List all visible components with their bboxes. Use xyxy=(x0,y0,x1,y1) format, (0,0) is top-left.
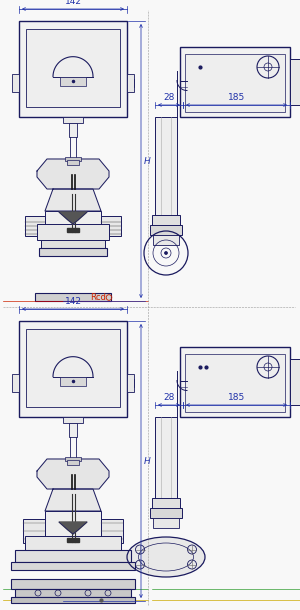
Bar xyxy=(185,354,285,412)
Bar xyxy=(67,460,79,465)
Bar xyxy=(25,536,121,550)
Bar xyxy=(12,374,19,392)
Bar xyxy=(63,417,83,423)
Bar xyxy=(127,374,134,392)
Polygon shape xyxy=(67,228,79,232)
Polygon shape xyxy=(59,212,87,224)
Bar xyxy=(155,417,177,500)
Polygon shape xyxy=(45,189,101,211)
Bar xyxy=(63,117,83,123)
Text: Rcd: Rcd xyxy=(90,293,106,303)
Circle shape xyxy=(164,251,167,254)
Bar xyxy=(15,589,131,597)
Ellipse shape xyxy=(127,537,205,577)
Bar xyxy=(45,511,101,550)
Bar xyxy=(150,508,182,518)
Bar xyxy=(60,377,86,386)
Text: 185: 185 xyxy=(228,393,245,402)
Bar xyxy=(155,117,177,217)
Polygon shape xyxy=(37,459,109,489)
Bar xyxy=(153,518,179,528)
Bar xyxy=(39,248,107,256)
Text: 142: 142 xyxy=(64,0,82,6)
Bar xyxy=(11,579,135,589)
Text: H: H xyxy=(144,456,151,465)
Text: 28: 28 xyxy=(163,93,175,102)
Bar xyxy=(152,215,180,227)
Polygon shape xyxy=(67,538,79,542)
Bar xyxy=(185,54,285,112)
Bar xyxy=(127,74,134,92)
Polygon shape xyxy=(45,489,101,511)
Bar xyxy=(69,423,77,437)
Bar xyxy=(19,321,127,417)
Text: H: H xyxy=(144,157,151,165)
Bar xyxy=(290,59,300,105)
Bar xyxy=(67,160,79,165)
Text: 142: 142 xyxy=(64,297,82,306)
Bar xyxy=(290,359,300,405)
Bar xyxy=(150,225,182,235)
Bar xyxy=(65,157,81,161)
Bar xyxy=(69,123,77,137)
Bar xyxy=(26,29,120,107)
Bar xyxy=(26,329,120,407)
Bar xyxy=(153,235,179,245)
Bar xyxy=(101,216,121,236)
Text: 28: 28 xyxy=(163,393,175,402)
Polygon shape xyxy=(59,522,87,534)
Bar xyxy=(65,457,81,461)
Polygon shape xyxy=(37,159,109,189)
Bar xyxy=(180,47,290,117)
Bar xyxy=(11,597,135,603)
Bar xyxy=(45,211,101,240)
Bar xyxy=(23,519,45,543)
Bar xyxy=(41,240,105,248)
Bar xyxy=(11,562,135,570)
Bar xyxy=(101,519,123,543)
Bar xyxy=(180,347,290,417)
Bar xyxy=(35,293,111,301)
Bar xyxy=(25,216,45,236)
Bar xyxy=(37,224,109,240)
Bar xyxy=(12,74,19,92)
Bar xyxy=(60,77,86,85)
Text: 185: 185 xyxy=(228,93,245,102)
Bar xyxy=(19,21,127,117)
Bar xyxy=(15,550,131,562)
Bar xyxy=(152,498,180,510)
